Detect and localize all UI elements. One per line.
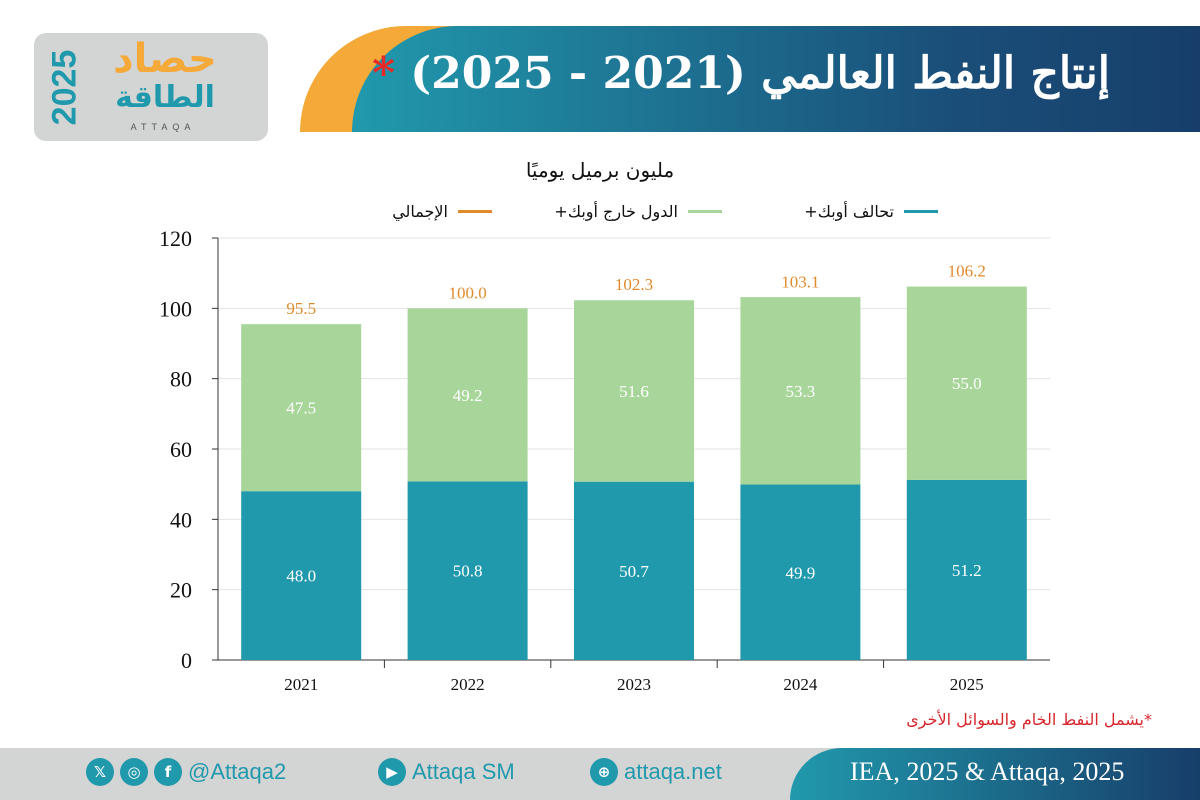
- x-tick-label: 2024: [783, 675, 818, 694]
- footnote: *يشمل النفط الخام والسوائل الأخرى: [906, 710, 1152, 729]
- data-label: 53.3: [786, 382, 816, 401]
- total-label: 100.0: [448, 283, 486, 302]
- title-banner: [352, 26, 1200, 132]
- data-label: 49.2: [453, 386, 483, 405]
- y-tick-label: 60: [170, 437, 192, 462]
- website-link[interactable]: ⊕ attaqa.net: [590, 758, 722, 786]
- globe-icon: ⊕: [590, 758, 618, 786]
- y-tick-label: 80: [170, 367, 192, 392]
- x-tick-label: 2021: [284, 675, 318, 694]
- instagram-icon[interactable]: ◎: [120, 758, 148, 786]
- x-icon[interactable]: 𝕏: [86, 758, 114, 786]
- x-tick-label: 2022: [451, 675, 485, 694]
- bar-opec-plus: [574, 481, 694, 660]
- legend-swatch: [688, 210, 722, 213]
- legend-item-non-opec-plus: الدول خارج أوبك+: [554, 202, 722, 221]
- page-title: إنتاج النفط العالمي (2021 - 2025) *: [371, 48, 1110, 99]
- y-tick-label: 20: [170, 578, 192, 603]
- data-label: 48.0: [286, 567, 316, 586]
- logo-latin: ATTAQA: [130, 122, 196, 132]
- x-tick-label: 2023: [617, 675, 651, 694]
- y-tick-label: 120: [159, 226, 192, 251]
- title-marker: *: [371, 48, 395, 99]
- data-label: 47.5: [286, 399, 316, 418]
- y-tick-label: 100: [159, 296, 192, 321]
- total-label: 102.3: [615, 275, 653, 294]
- legend-item-opec-plus: تحالف أوبك+: [804, 202, 938, 221]
- bar-non-opec-plus: [574, 300, 694, 482]
- youtube-icon: ▶: [378, 758, 406, 786]
- bar-opec-plus: [407, 481, 528, 660]
- website-label: attaqa.net: [624, 759, 722, 784]
- youtube-label: Attaqa SM: [412, 759, 515, 784]
- bar-non-opec-plus: [740, 297, 861, 485]
- data-label: 51.6: [619, 382, 649, 401]
- legend-swatch: [458, 210, 492, 213]
- y-tick-label: 40: [170, 507, 192, 532]
- unit-label: مليون برميل يوميًا: [525, 158, 675, 182]
- data-label: 51.2: [952, 561, 982, 580]
- bar-opec-plus: [241, 491, 362, 660]
- data-label: 50.8: [453, 562, 483, 581]
- legend-swatch: [904, 210, 938, 213]
- total-label: 95.5: [286, 299, 316, 318]
- bar-opec-plus: [906, 479, 1027, 660]
- total-label: 106.2: [948, 262, 986, 281]
- total-label: 103.1: [781, 272, 819, 291]
- bar-non-opec-plus: [906, 286, 1027, 480]
- social-handle[interactable]: @Attaqa2: [188, 759, 287, 784]
- facebook-icon[interactable]: f: [154, 758, 182, 786]
- y-tick-label: 0: [181, 648, 192, 673]
- bar-non-opec-plus: [407, 308, 528, 482]
- x-tick-label: 2025: [950, 675, 984, 694]
- bar-opec-plus: [740, 484, 861, 660]
- social-links: 𝕏 ◎ f @Attaqa2: [86, 758, 286, 786]
- logo: [34, 33, 268, 141]
- logo-year: 2025: [45, 49, 84, 125]
- data-label: 55.0: [952, 374, 982, 393]
- data-label: 50.7: [619, 562, 649, 581]
- data-label: 49.9: [786, 563, 816, 582]
- bar-non-opec-plus: [241, 324, 362, 492]
- source-text: IEA, 2025 & Attaqa, 2025: [850, 757, 1125, 786]
- logo-text: الطاقة: [115, 80, 215, 115]
- youtube-link[interactable]: ▶ Attaqa SM: [378, 758, 515, 786]
- source-panel: [790, 748, 1200, 800]
- legend-item-total: الإجمالي: [392, 202, 492, 221]
- logo-text: حصاد: [113, 36, 217, 82]
